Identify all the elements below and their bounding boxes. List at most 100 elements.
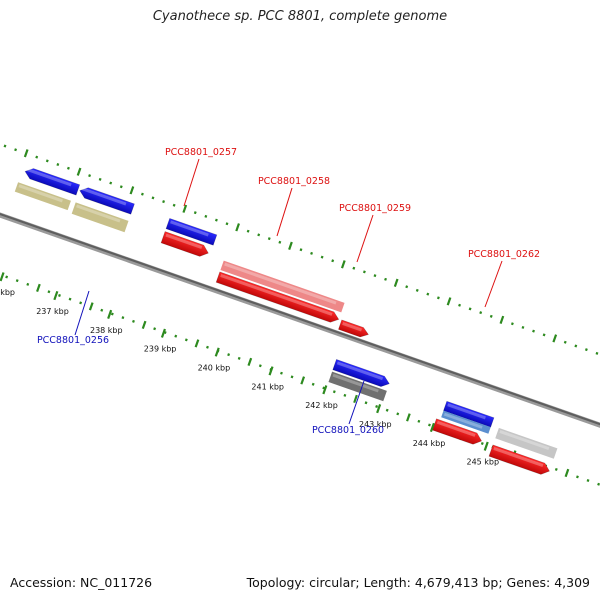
inner-dotted-track <box>5 275 600 486</box>
inner-track-dot <box>564 468 570 478</box>
outer-track-dot <box>204 214 208 218</box>
inner-track-dot <box>364 401 368 405</box>
outer-track-dot <box>479 311 483 315</box>
outer-track-dot <box>446 297 452 306</box>
map-title: Cyanothece sp. PCC 8801, complete genome <box>152 9 448 24</box>
gene-features <box>14 168 558 475</box>
outer-track-dot <box>225 222 229 226</box>
inner-track-dot <box>586 479 590 483</box>
inner-track-dot <box>141 320 147 330</box>
outer-track-dot <box>119 185 123 189</box>
outer-track-dot <box>56 163 60 167</box>
outer-track-dot <box>66 166 70 170</box>
outer-track-dot <box>172 203 176 207</box>
outer-track-dot <box>278 240 282 244</box>
outer-track-dot <box>352 266 356 270</box>
tick-label: 238 kbp <box>90 326 123 335</box>
outer-track-dot <box>499 315 505 324</box>
outer-track-dot <box>193 211 197 215</box>
outer-track-dot <box>393 278 399 287</box>
label-leader-line <box>356 214 374 263</box>
inner-track-dot <box>396 412 400 416</box>
tick-mark <box>160 328 166 338</box>
tick-mark <box>107 309 113 320</box>
inner-track-dot <box>68 297 72 301</box>
label-leader-line <box>348 380 365 425</box>
inner-track-dot <box>100 308 104 312</box>
gene-PCC8801_0262-cds-highlight <box>436 420 476 437</box>
outer-track-dot <box>257 233 261 237</box>
inner-track-dot <box>58 293 61 297</box>
gene-PCC8801_0263-highlight <box>499 430 550 451</box>
inner-track-dot <box>132 319 135 323</box>
gene-PCC8801_0263-cds-highlight <box>493 446 544 468</box>
outer-dotted-track <box>3 144 599 355</box>
outer-track-dot <box>182 204 188 213</box>
tick-mark <box>376 403 382 414</box>
outer-track-dot <box>595 351 599 355</box>
gene-PCC8801_0260 <box>332 358 390 387</box>
gene-PCC8801_0262-highlight <box>447 403 486 420</box>
inner-track-dot <box>406 413 411 422</box>
gene-labels: PCC8801_0257 PCC8801_0258 PCC8801_0259 PCC8… <box>37 147 540 436</box>
tick-mark <box>0 272 5 282</box>
tick-label: 239 kbp <box>144 345 177 354</box>
gene-label: PCC8801_0256 <box>37 335 109 346</box>
outer-track-dot <box>584 348 588 352</box>
gene-label: PCC8801_0259 <box>339 203 411 214</box>
inner-track-dot <box>554 467 558 471</box>
gene-PCC8801_0262-light-highlight <box>443 412 483 429</box>
gene-PCC8801_0263-cds <box>488 444 550 475</box>
outer-track-dot <box>88 174 92 178</box>
outer-track-dot <box>415 288 419 292</box>
tick-label: 242 kbp <box>305 401 338 410</box>
inner-track-dot <box>247 357 253 367</box>
inner-track-dot <box>194 339 200 348</box>
label-leader-line <box>183 158 200 207</box>
outer-track-dot <box>468 307 472 311</box>
inner-track-dot <box>206 345 209 349</box>
outer-track-dot <box>98 177 102 181</box>
inner-track-dot <box>353 394 358 404</box>
gene-PCC8801_0256-highlight <box>82 187 127 206</box>
outer-track-dot <box>45 159 49 163</box>
outer-track-dot <box>574 344 578 348</box>
inner-track-dot <box>184 338 188 342</box>
outer-track-dot <box>552 334 558 343</box>
outer-track-dot <box>35 155 39 159</box>
label-leader-line <box>484 260 503 308</box>
gene-PCC8801_0257-highlight <box>170 220 209 237</box>
inner-track-dot <box>110 312 114 316</box>
gene-PCC8801_0256-rev <box>71 202 129 233</box>
outer-track-dot <box>510 322 514 326</box>
tick-label: 245 kbp <box>466 458 499 467</box>
outer-track-dot <box>458 303 461 307</box>
inner-track-dot <box>417 419 421 423</box>
outer-track-dot <box>299 248 303 252</box>
inner-track-dot <box>290 375 294 379</box>
inner-track-dot <box>88 302 94 311</box>
outer-track-dot <box>151 196 155 200</box>
tick-label: 241 kbp <box>251 382 284 391</box>
outer-track-dot <box>362 270 366 274</box>
gene-PCC8801_0255 <box>24 168 81 196</box>
tick-mark <box>429 422 435 433</box>
inner-track-dot <box>15 279 19 283</box>
tick-label: 237 kbp <box>36 307 69 316</box>
outer-track-dot <box>267 237 271 241</box>
outer-track-dot <box>542 333 546 337</box>
outer-track-dot <box>384 277 387 281</box>
gene-PCC8801_0257-cds-highlight <box>165 233 203 250</box>
label-leader-line <box>74 290 90 336</box>
outer-track-dot <box>521 325 525 329</box>
tick-label: 243 kbp <box>359 420 392 429</box>
outer-track-dot <box>532 329 535 333</box>
gene-PCC8801_0259-cds-highlight <box>342 321 363 332</box>
outer-track-dot <box>23 149 29 158</box>
outer-track-dot <box>14 148 18 152</box>
gene-PCC8801_0255-highlight <box>27 168 72 187</box>
outer-track-dot <box>3 144 7 148</box>
tick-mark <box>483 441 489 451</box>
gene-PCC8801_0258-cds-highlight <box>220 273 333 316</box>
